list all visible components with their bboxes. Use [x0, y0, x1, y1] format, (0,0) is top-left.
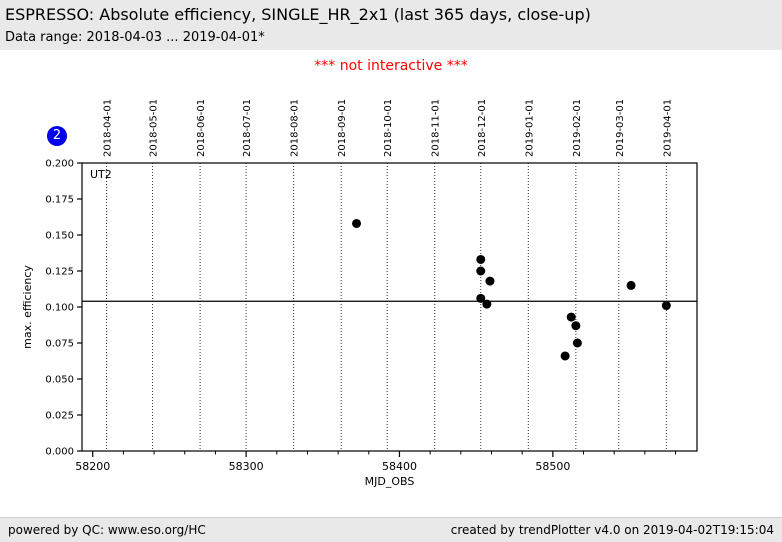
data-point: [476, 266, 486, 276]
top-axis-tick-label: 2018-05-01: [149, 99, 160, 157]
top-axis-tick-label: 2019-01-01: [524, 99, 535, 157]
data-range-subtitle: Data range: 2018-04-03 ... 2019-04-01*: [5, 30, 265, 45]
y-axis-tick-label: 0.000: [45, 447, 74, 458]
plot-number-badge[interactable]: 2: [47, 126, 67, 146]
top-axis-tick-label: 2018-07-01: [242, 99, 253, 157]
y-axis-tick-label: 0.150: [45, 231, 74, 242]
data-point: [560, 351, 570, 361]
y-axis-tick-label: 0.025: [45, 411, 74, 422]
y-axis-tick-label: 0.200: [45, 159, 74, 170]
y-axis-tick-label: 0.100: [45, 303, 74, 314]
page-footer: powered by QC: www.eso.org/HC created by…: [0, 517, 782, 542]
efficiency-scatter-chart: 2018-04-01 2018-05-01 2018-06-01 2018-07-01…: [21, 99, 698, 488]
x-axis-tick-label: 58400: [382, 460, 417, 473]
inset-label: UT2: [90, 168, 112, 181]
top-axis-tick-label: 2018-09-01: [337, 99, 348, 157]
data-point: [572, 338, 582, 348]
page-title: ESPRESSO: Absolute efficiency, SINGLE_HR…: [5, 5, 591, 24]
data-point: [661, 301, 671, 311]
top-axis-tick-label: 2018-04-01: [103, 99, 114, 157]
footer-powered-by: powered by QC: www.eso.org/HC: [8, 523, 206, 537]
data-point: [571, 321, 581, 331]
data-point: [626, 280, 636, 290]
top-axis-tick-label: 2018-06-01: [196, 99, 207, 157]
footer-created-by: created by trendPlotter v4.0 on 2019-04-…: [450, 523, 774, 537]
data-point: [476, 293, 486, 303]
top-axis-tick-label: 2018-08-01: [290, 99, 301, 157]
top-axis-tick-label: 2018-11-01: [431, 99, 442, 157]
top-axis-tick-label: 2019-02-01: [572, 99, 583, 157]
x-axis-tick-label: 58200: [75, 460, 110, 473]
y-axis-tick-label: 0.175: [45, 195, 74, 206]
data-point: [485, 276, 495, 286]
plot-border: [81, 162, 698, 452]
y-axis-tick-label: 0.125: [45, 267, 74, 278]
x-axis-tick-label: 58500: [535, 460, 570, 473]
x-axis-tick-label: 58300: [229, 460, 264, 473]
data-point: [352, 218, 362, 228]
x-axis-title: MJD_OBS: [365, 475, 415, 488]
top-axis-tick-label: 2019-03-01: [615, 99, 626, 157]
not-interactive-notice: *** not interactive ***: [314, 58, 468, 74]
y-axis-title: max. efficiency: [21, 265, 34, 349]
y-axis-tick-label: 0.050: [45, 375, 74, 386]
page-header: ESPRESSO: Absolute efficiency, SINGLE_HR…: [0, 0, 782, 50]
y-axis-tick-label: 0.075: [45, 339, 74, 350]
data-point: [476, 254, 486, 264]
data-point: [482, 299, 492, 309]
top-axis-tick-label: 2018-10-01: [383, 99, 394, 157]
top-axis-tick-label: 2018-12-01: [477, 99, 488, 157]
data-point: [566, 312, 576, 322]
top-axis-tick-label: 2019-04-01: [662, 99, 673, 157]
